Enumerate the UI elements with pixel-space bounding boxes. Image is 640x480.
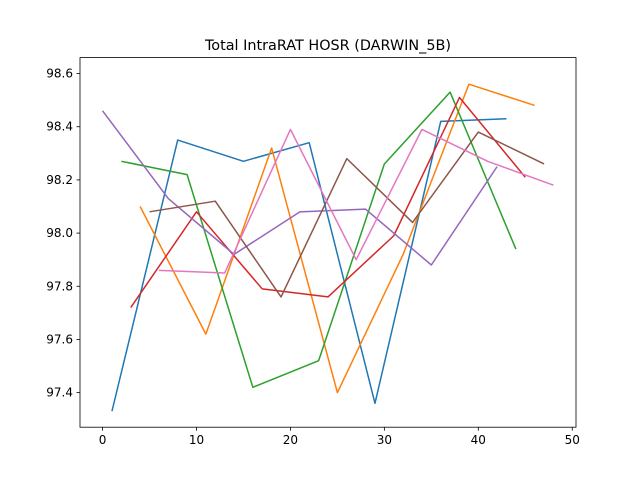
y-tick-label: 97.6 — [46, 332, 73, 346]
plot-area — [80, 57, 576, 428]
y-tick-label: 97.8 — [46, 279, 73, 293]
x-axis: 0 10 20 30 40 50 — [99, 427, 580, 447]
y-tick-label: 97.4 — [46, 386, 73, 400]
y-tick-label: 98.6 — [46, 67, 73, 81]
series-line-3 — [121, 91, 517, 389]
y-tick-label: 98.4 — [46, 120, 73, 134]
axes-layer — [79, 57, 577, 428]
x-tick-label: 30 — [377, 433, 392, 447]
x-tick-label: 0 — [99, 433, 107, 447]
y-tick-label: 98.2 — [46, 173, 73, 187]
series-line-2 — [139, 83, 535, 394]
x-tick-label: 50 — [565, 433, 580, 447]
series-line-1 — [111, 118, 507, 412]
series-layer — [101, 83, 554, 412]
y-axis: 97.4 97.6 97.8 98.0 98.2 98.4 98.6 — [46, 67, 80, 400]
series-line-5 — [101, 110, 498, 266]
series-line-4 — [130, 96, 526, 308]
chart-title: Total IntraRAT HOSR (DARWIN_5B) — [204, 38, 451, 54]
plot-frame — [79, 57, 577, 428]
x-tick-label: 40 — [471, 433, 486, 447]
x-tick-label: 20 — [283, 433, 298, 447]
series-line-6 — [149, 131, 545, 298]
series-line-7 — [158, 128, 554, 274]
y-tick-label: 98.0 — [46, 226, 73, 240]
x-tick-label: 10 — [189, 433, 204, 447]
